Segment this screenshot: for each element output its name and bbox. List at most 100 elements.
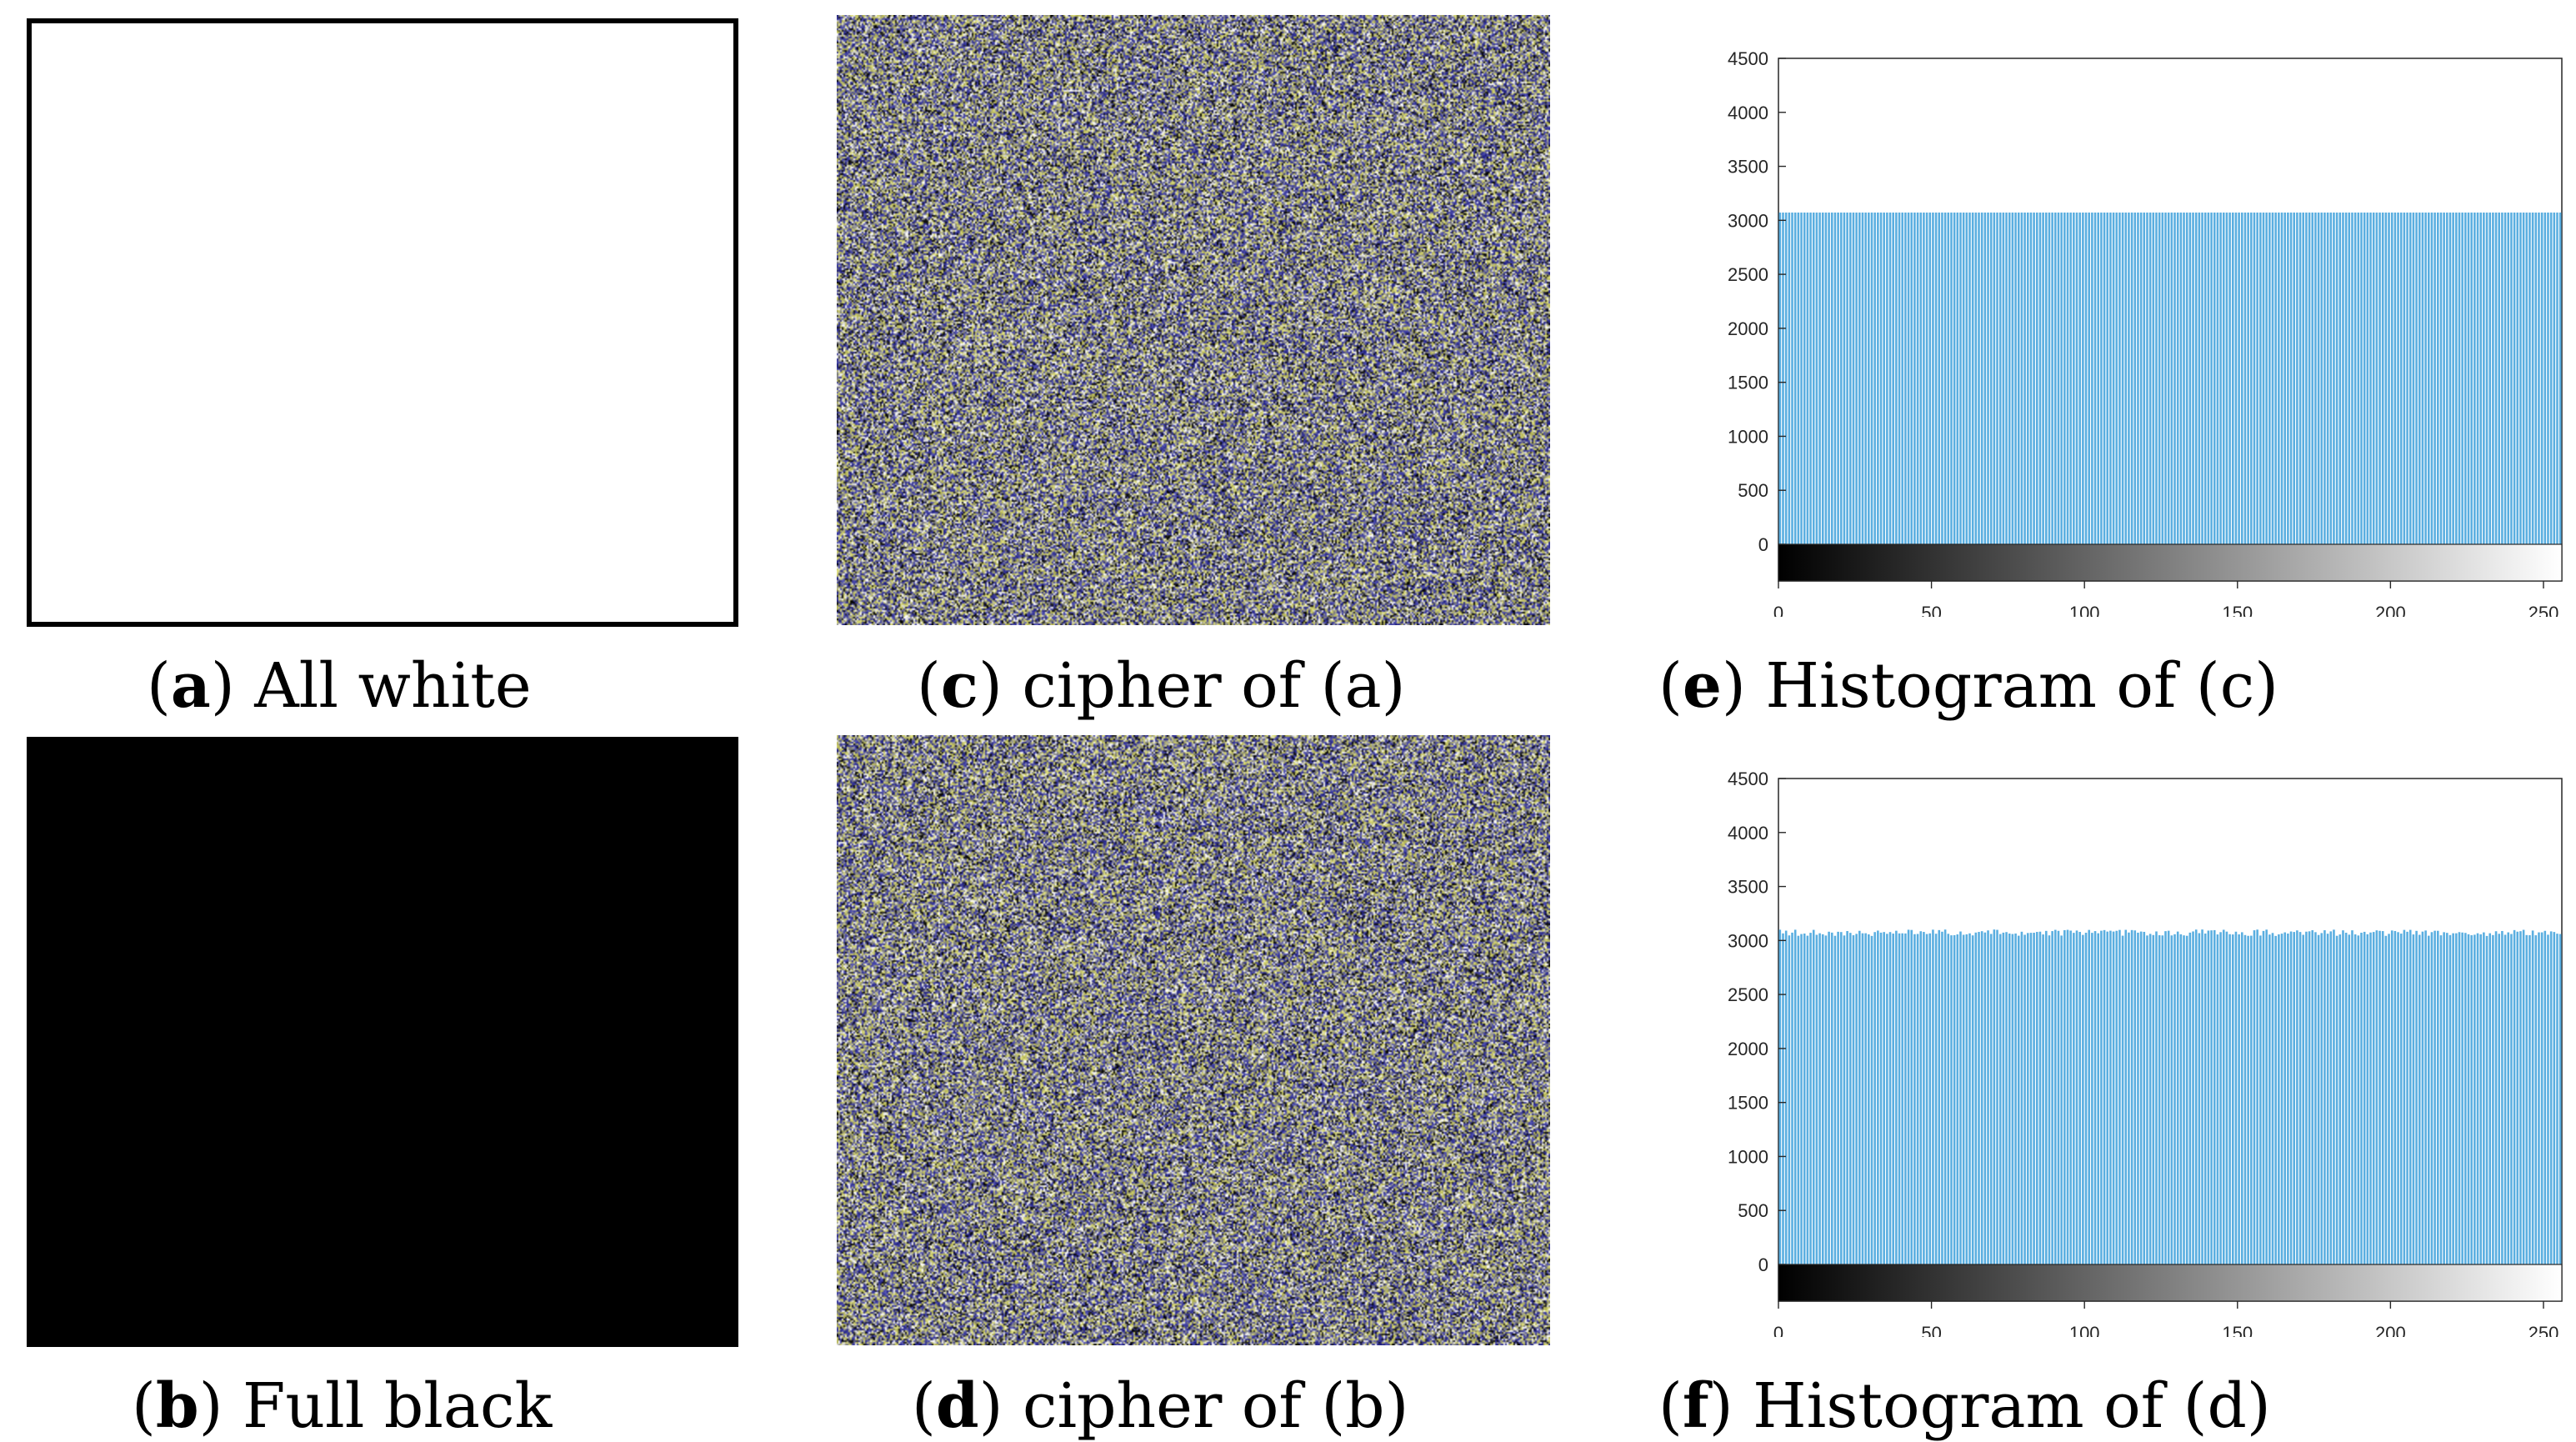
- histogram-bar: [1925, 934, 1928, 1264]
- histogram-bar: [2534, 935, 2538, 1264]
- histogram-bar: [2553, 213, 2556, 544]
- histogram-bar: [2170, 935, 2173, 1264]
- histogram-bar: [2088, 213, 2090, 544]
- histogram-bar: [2479, 934, 2482, 1264]
- y-tick-label: 2500: [1728, 984, 1768, 1005]
- histogram-bar: [2100, 930, 2103, 1264]
- histogram-bar: [2372, 932, 2375, 1264]
- histogram-bar: [2075, 930, 2078, 1264]
- histogram-bar: [2485, 213, 2488, 544]
- histogram-bar: [2439, 935, 2443, 1264]
- y-tick-label: 1500: [1728, 373, 1768, 393]
- histogram-bar: [2427, 213, 2430, 544]
- histogram-bar: [1947, 934, 1950, 1264]
- histogram-bar: [2393, 930, 2397, 1264]
- histogram-bar: [2553, 932, 2556, 1264]
- histogram-bar: [2124, 929, 2128, 1264]
- histogram-bar: [2271, 933, 2274, 1264]
- histogram-bar: [2002, 932, 2005, 1264]
- histogram-bar: [2498, 213, 2501, 544]
- histogram-bar: [1971, 213, 1974, 544]
- histogram-bar: [1901, 933, 1903, 1264]
- histogram-bar: [1925, 213, 1928, 544]
- histogram-bar: [2408, 929, 2412, 1264]
- y-tick-label: 2000: [1728, 1039, 1768, 1059]
- histogram-bar: [2234, 213, 2238, 544]
- histogram-bar: [2054, 929, 2057, 1264]
- histogram-bar: [2130, 213, 2133, 544]
- histogram-bar: [2528, 934, 2531, 1264]
- histogram-bar: [2556, 934, 2558, 1264]
- histogram-bar: [2011, 934, 2014, 1264]
- histogram-bar: [2406, 213, 2408, 544]
- histogram-bar: [2483, 213, 2485, 544]
- histogram-bar: [2335, 935, 2338, 1264]
- histogram-bar: [2265, 929, 2268, 1264]
- histogram-bar: [1956, 213, 1959, 544]
- x-tick-label: 100: [2069, 603, 2100, 617]
- histogram-bar: [2348, 213, 2351, 544]
- histogram-bar: [2448, 213, 2452, 544]
- y-tick-label: 4000: [1728, 103, 1768, 123]
- histogram-bar: [2259, 213, 2262, 544]
- caption-b-text: Full black: [223, 1370, 553, 1442]
- histogram-bar: [1868, 934, 1870, 1264]
- histogram-bar: [2470, 213, 2473, 544]
- histogram-bar: [2173, 934, 2176, 1264]
- histogram-bar: [2179, 213, 2183, 544]
- histogram-bar: [1843, 213, 1846, 544]
- histogram-bar: [2378, 930, 2381, 1264]
- histogram-bar: [2287, 213, 2289, 544]
- histogram-bar: [2305, 213, 2308, 544]
- histogram-bar: [2213, 213, 2216, 544]
- histogram-bar: [2203, 213, 2207, 544]
- bars-group: [1778, 929, 2562, 1264]
- histogram-bar: [1877, 213, 1879, 544]
- histogram-bar: [1784, 213, 1788, 544]
- histogram-bar: [2152, 934, 2155, 1264]
- grayscale-colorbar: [1778, 543, 2563, 582]
- histogram-bar: [2384, 213, 2388, 544]
- histogram-bar: [2115, 930, 2118, 1264]
- histogram-bar: [2014, 933, 2017, 1264]
- histogram-bar: [2437, 930, 2439, 1264]
- histogram-bar: [2222, 213, 2225, 544]
- histogram-bar: [2357, 935, 2360, 1264]
- histogram-bar: [1828, 931, 1830, 1264]
- caption-e-text: Histogram of (c): [1745, 650, 2279, 722]
- histogram-bar: [2161, 213, 2164, 544]
- histogram-bar: [2344, 933, 2348, 1264]
- caption-e-letter: e: [1682, 650, 1722, 722]
- histogram-bar: [1824, 935, 1828, 1264]
- histogram-bar: [2176, 213, 2179, 544]
- histogram-bar: [1793, 929, 1797, 1264]
- caption-d-text: cipher of (b): [1003, 1370, 1409, 1442]
- histogram-bar: [2510, 934, 2513, 1264]
- y-tick-label: 4500: [1728, 769, 1768, 789]
- histogram-bar: [1806, 935, 1809, 1264]
- histogram-bar: [1962, 934, 1965, 1264]
- histogram-bar: [2344, 213, 2348, 544]
- histogram-bar: [2066, 213, 2069, 544]
- histogram-bar: [1987, 213, 1989, 544]
- histogram-bar: [2311, 930, 2314, 1264]
- histogram-bar: [2183, 213, 2185, 544]
- histogram-bar: [1852, 213, 1855, 544]
- histogram-bar: [2381, 931, 2384, 1264]
- histogram-bar: [2078, 213, 2081, 544]
- histogram-bar: [1858, 930, 1861, 1264]
- histogram-bar: [2238, 934, 2240, 1264]
- histogram-bar: [2522, 213, 2525, 544]
- histogram-bar: [2510, 213, 2513, 544]
- histogram-bar: [2421, 213, 2424, 544]
- histogram-bar: [1928, 213, 1932, 544]
- histogram-bar: [2547, 934, 2549, 1264]
- histogram-bar: [1989, 934, 1993, 1264]
- histogram-bar: [1993, 213, 1996, 544]
- histogram-bar: [2238, 213, 2240, 544]
- histogram-bar: [2082, 213, 2084, 544]
- histogram-bar: [1923, 932, 1925, 1264]
- histogram-bar: [2455, 213, 2458, 544]
- histogram-bar: [2439, 213, 2443, 544]
- histogram-bar: [2228, 934, 2231, 1264]
